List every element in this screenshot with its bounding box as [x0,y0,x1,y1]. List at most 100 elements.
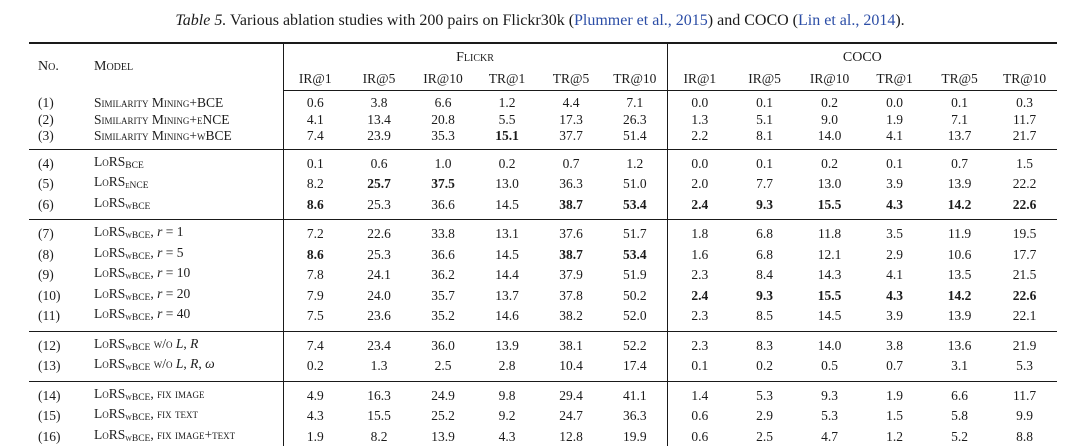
metric-value: 8.4 [756,267,774,282]
metric-value: 25.7 [367,176,391,191]
row-number: (3) [38,128,54,143]
metric-value: 14.2 [947,287,972,303]
metric-value: 13.5 [947,267,972,282]
row-number: (1) [38,94,54,110]
metric-value: 0.7 [951,155,969,171]
table-row: (11) LoRSwBCE, r = 40 7.5 23.6 35.2 14.6 38.2 5… [29,306,1057,331]
metric-value: 36.6 [431,246,455,262]
metric-value: 2.5 [434,358,452,373]
metric-value: 15.5 [367,408,391,423]
model-name: LoRSwBCE, r = 10 [87,265,284,286]
metric-value: 14.5 [495,246,519,262]
metric-value: 7.4 [306,128,324,143]
header-metric-coco-ir-10: IR@10 [797,68,863,91]
metric-value: 14.3 [817,267,842,282]
metric-value: 0.2 [306,358,324,373]
metric-value: 36.6 [431,196,455,212]
metric-value: 21.7 [1012,128,1037,143]
metric-value: 22.6 [1012,287,1037,303]
metric-value: 13.4 [367,111,391,127]
metric-value: 5.8 [951,408,969,423]
metric-value: 0.0 [691,95,709,110]
header-metric-flickr-tr-10: TR@10 [603,68,668,91]
row-number: (9) [38,267,54,282]
metric-value: 6.6 [434,95,452,110]
metric-value: 38.2 [559,308,583,323]
metric-value: 2.8 [498,358,516,373]
header-metric-flickr-tr-1: TR@1 [475,68,539,91]
metric-value: 1.9 [886,111,904,127]
metric-value: 35.7 [431,287,455,303]
metric-value: 17.3 [559,111,583,127]
table-section: (7) LoRSwBCE, r = 1 7.2 22.6 33.8 13.1 37.6 51.… [29,219,1058,331]
metric-value: 8.2 [370,428,388,444]
metric-value: 0.1 [756,95,774,110]
metric-value: 8.6 [306,246,324,262]
metric-value: 7.1 [951,111,969,127]
header-group-flickr: Flickr [283,43,668,68]
metric-value: 14.5 [817,308,842,323]
metric-value: 9.8 [498,387,516,403]
metric-value: 37.8 [559,287,583,303]
metric-value: 13.7 [495,287,519,303]
metric-value: 4.7 [821,428,839,444]
metric-value: 17.7 [1012,246,1037,262]
metric-value: 1.4 [691,387,709,403]
metric-value: 3.8 [370,95,388,110]
metric-value: 9.3 [756,287,774,303]
metric-value: 33.8 [431,226,455,241]
metric-value: 19.5 [1012,226,1037,241]
metric-value: 0.1 [306,155,324,171]
metric-value: 5.5 [498,111,516,127]
metric-value: 1.2 [603,149,668,174]
group-header-row: No. Model Flickr COCO [29,43,1057,91]
table-row: (9) LoRSwBCE, r = 10 7.8 24.1 36.2 14.4 37.9 51… [29,265,1057,286]
metric-value: 23.9 [367,128,391,143]
metric-value: 1.9 [886,387,904,403]
metric-value: 37.5 [431,176,455,191]
metric-value: 51.4 [603,128,668,149]
header-metric-coco-ir-5: IR@5 [732,68,798,91]
metric-value: 0.6 [370,155,388,171]
table-row: (2) Similarity Mining+eNCE 4.1 13.4 20.8 5.5 1… [29,111,1057,128]
metric-value: 14.6 [495,308,519,323]
header-model: Model [87,43,284,91]
metric-value: 6.8 [756,226,774,241]
ablation-results-table: No. Model Flickr COCO IR@1 IR@5 IR@10 TR@1 T… [29,42,1058,446]
metric-value: 8.6 [306,196,324,212]
row-number: (8) [38,246,54,262]
metric-value: 13.0 [817,176,842,191]
metric-value: 7.9 [306,287,324,303]
citation-lin-2014[interactable]: Lin et al., 2014 [798,12,896,29]
metric-value: 13.6 [947,337,972,353]
table-row: (14) LoRSwBCE, fix image 4.9 16.3 24.9 9.8 29.… [29,381,1057,406]
row-number: (10) [38,287,61,303]
metric-value: 13.9 [495,337,519,353]
metric-value: 14.4 [495,267,519,282]
table-row: (16) LoRSwBCE, fix image+text 1.9 8.2 13.9 4.… [29,426,1057,446]
table-row: (10) LoRSwBCE, r = 20 7.9 24.0 35.7 13.7 37.8 5… [29,285,1057,306]
header-metric-coco-ir-1: IR@1 [667,68,733,91]
citation-plummer-2015[interactable]: Plummer et al., 2015 [574,12,708,29]
metric-value: 3.9 [886,308,904,323]
metric-value: 7.1 [603,90,668,112]
header-metric-flickr-tr-5: TR@5 [539,68,603,91]
metric-value: 10.6 [947,246,972,262]
metric-value: 0.1 [886,155,904,171]
model-name: LoRSwBCE, r = 5 [87,244,284,265]
row-number: (6) [38,196,54,212]
metric-value: 1.9 [306,428,324,444]
caption-text-1: Various ablation studies with 200 pairs … [226,12,575,29]
metric-value: 0.6 [691,408,709,423]
metric-value: 4.3 [886,196,904,212]
metric-value: 6.6 [951,387,969,403]
metric-value: 37.9 [559,267,583,282]
metric-value: 20.8 [431,111,455,127]
metric-value: 11.9 [948,226,972,241]
metric-value: 0.2 [756,358,774,373]
metric-value: 0.0 [691,155,709,171]
metric-value: 41.1 [603,381,668,406]
metric-value: 8.2 [306,176,324,191]
header-no: No. [38,59,59,75]
metric-value: 38.7 [559,196,583,212]
